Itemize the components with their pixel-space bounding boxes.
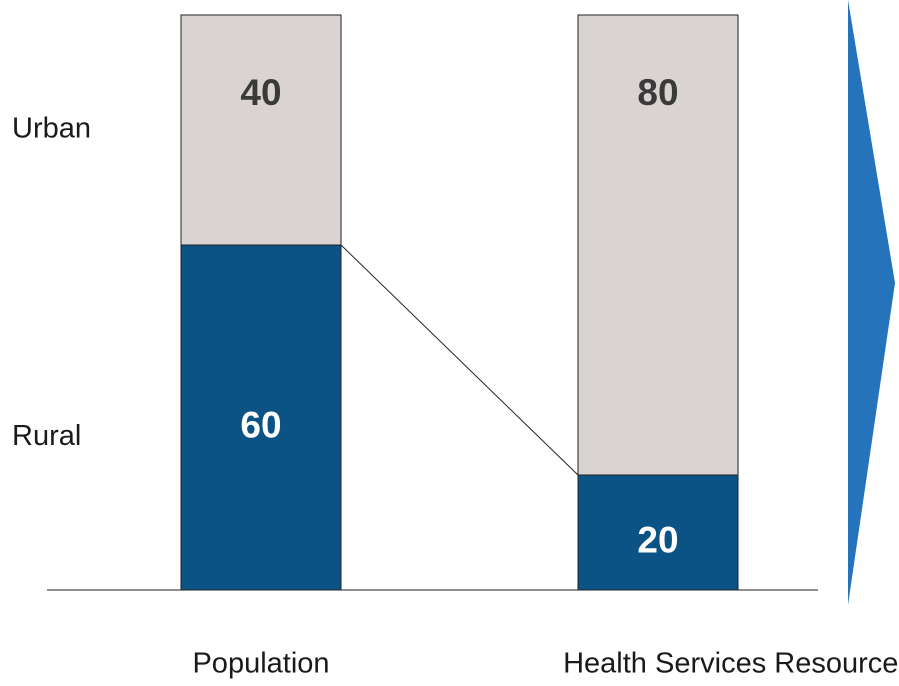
x-tick-label: Health Services Resources <box>563 648 899 680</box>
bar-segment <box>577 14 739 476</box>
bar-segment <box>180 244 342 591</box>
series-label: Rural <box>12 420 81 452</box>
x-tick-label: Population <box>192 648 329 680</box>
value-label: 40 <box>240 72 281 113</box>
connector <box>340 244 579 476</box>
arrow <box>848 0 895 605</box>
value-label: 60 <box>240 404 281 445</box>
value-label: 20 <box>637 519 678 560</box>
bar-segment <box>577 474 739 591</box>
bar-segment <box>180 14 342 246</box>
series-label: Urban <box>12 113 91 145</box>
value-label: 80 <box>637 72 678 113</box>
